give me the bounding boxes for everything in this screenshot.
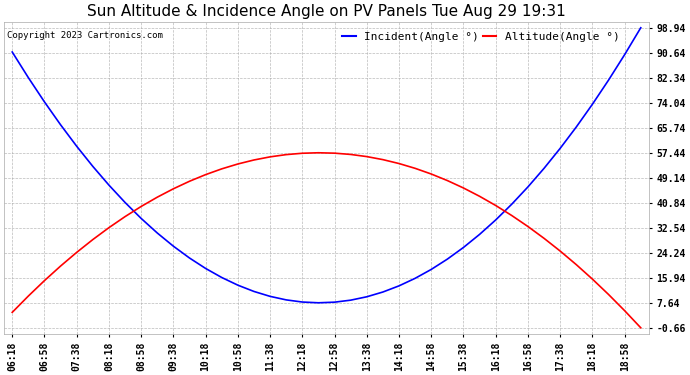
Legend: Incident(Angle °), Altitude(Angle °): Incident(Angle °), Altitude(Angle °) [338,27,624,46]
Text: Copyright 2023 Cartronics.com: Copyright 2023 Cartronics.com [8,31,164,40]
Title: Sun Altitude & Incidence Angle on PV Panels Tue Aug 29 19:31: Sun Altitude & Incidence Angle on PV Pan… [87,4,566,19]
